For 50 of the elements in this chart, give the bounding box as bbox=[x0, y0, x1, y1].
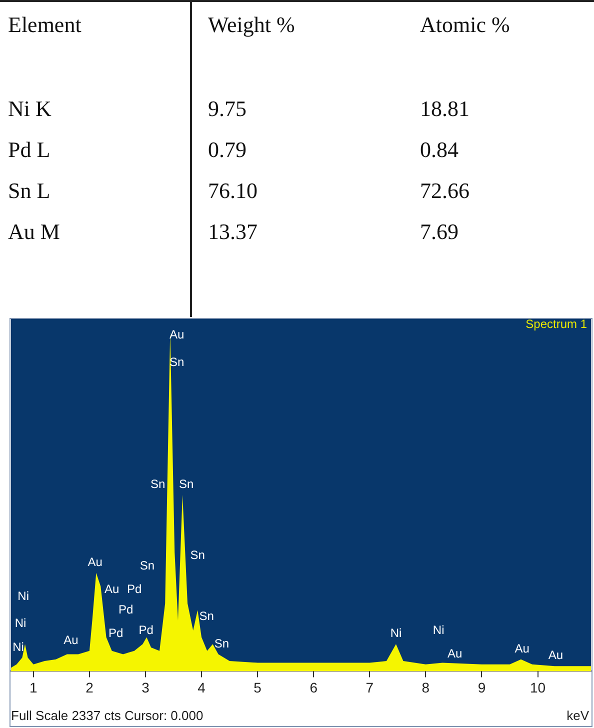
x-tick-label: 10 bbox=[530, 679, 546, 696]
annotation: Au bbox=[64, 632, 78, 647]
annotation: Pd bbox=[108, 626, 124, 640]
text: 13.37 bbox=[208, 219, 258, 244]
annotation: Au bbox=[170, 328, 184, 342]
text: 0.84 bbox=[420, 137, 458, 162]
x-tick-label: 1 bbox=[30, 679, 38, 696]
annotation: Ni bbox=[18, 588, 29, 603]
annotation: Sn bbox=[179, 476, 194, 491]
x-tick-label: 7 bbox=[366, 679, 374, 696]
text: 0.79 bbox=[208, 137, 246, 162]
text: Full Scale 2337 cts Cursor: 0.000 bbox=[11, 708, 204, 723]
annotation: Ni bbox=[390, 626, 402, 640]
category-label: Sn L bbox=[8, 178, 50, 203]
x-tick-label: 2 bbox=[86, 679, 94, 696]
annotation: Au bbox=[514, 641, 530, 656]
annotation: Pd bbox=[118, 602, 134, 616]
text: 9.75 bbox=[208, 96, 246, 121]
text: 7.69 bbox=[420, 219, 458, 244]
x-tick-label: 6 bbox=[310, 679, 318, 696]
annotation: Pd bbox=[138, 622, 154, 637]
annotation: Ni bbox=[12, 640, 24, 654]
category-label: Au M bbox=[8, 219, 60, 244]
chart-title: Spectrum 1 bbox=[526, 317, 588, 331]
x-tick-label: 9 bbox=[478, 679, 486, 696]
annotation: Pd bbox=[126, 582, 142, 596]
x-tick-label: 5 bbox=[254, 679, 262, 696]
category-label: Weight % bbox=[208, 12, 295, 38]
x-axis-title: keV bbox=[566, 708, 590, 723]
x-tick-label: 3 bbox=[142, 679, 150, 696]
x-tick-label: 4 bbox=[198, 679, 206, 696]
annotation: Au bbox=[88, 554, 102, 569]
annotation: Au bbox=[548, 648, 564, 662]
text: 72.66 bbox=[420, 178, 470, 203]
annotation: Sn bbox=[190, 548, 205, 562]
category-label: Ni K bbox=[8, 96, 52, 121]
annotation: Ni bbox=[432, 622, 444, 637]
text: 76.10 bbox=[208, 178, 258, 203]
annotation: Sn bbox=[199, 609, 214, 624]
annotation: Sn bbox=[214, 636, 230, 650]
category-label: Pd L bbox=[8, 137, 50, 162]
annotation: Sn bbox=[140, 558, 155, 572]
category-label: Element bbox=[8, 12, 82, 38]
annotation: Sn bbox=[150, 476, 166, 491]
x-tick-label: 8 bbox=[422, 679, 430, 696]
annotation: Au bbox=[104, 582, 120, 596]
category-label: Atomic % bbox=[420, 12, 510, 38]
annotation: Au bbox=[447, 646, 462, 661]
text: 18.81 bbox=[420, 96, 470, 121]
annotation: Ni bbox=[14, 616, 26, 630]
